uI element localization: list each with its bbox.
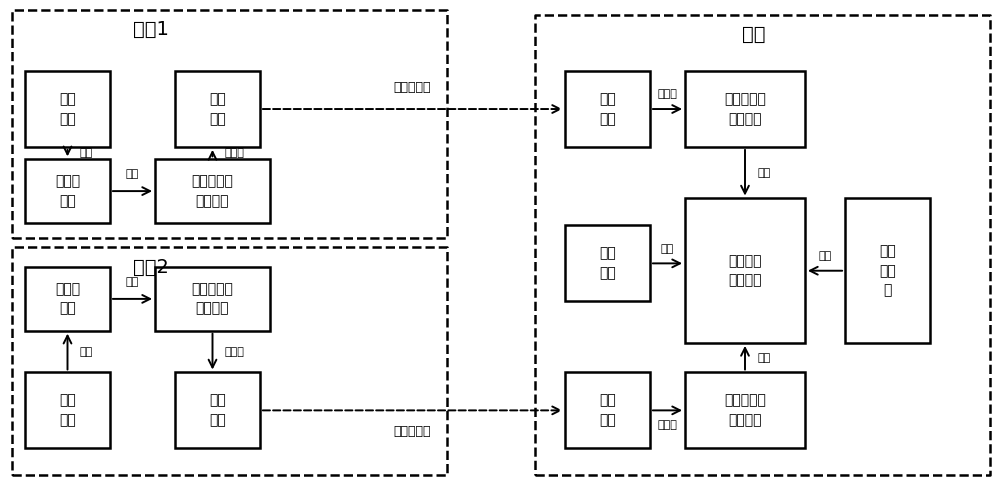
Text: 光信号: 光信号 [658, 420, 677, 430]
Text: 射频: 射频 [80, 148, 93, 158]
Text: 激光
终端: 激光 终端 [209, 393, 226, 427]
Bar [25, 71, 110, 147]
Text: 空间光信号: 空间光信号 [394, 81, 431, 94]
Text: 激光
终端: 激光 终端 [599, 393, 616, 427]
Text: 频率
基准
源: 频率 基准 源 [879, 244, 896, 297]
Text: 射频: 射频 [757, 353, 770, 363]
Text: 射频: 射频 [757, 168, 770, 178]
Text: 激光发射电
子学单机: 激光发射电 子学单机 [192, 174, 233, 208]
Bar [685, 71, 805, 147]
Bar [25, 267, 110, 331]
Text: 副星2: 副星2 [133, 258, 169, 276]
Text: 空间光信号: 空间光信号 [394, 425, 431, 438]
Bar [845, 198, 930, 343]
Text: 光信号: 光信号 [224, 346, 244, 357]
Bar [685, 372, 805, 448]
Text: 激光
终端: 激光 终端 [209, 92, 226, 126]
Text: 激光接收电
子学单机: 激光接收电 子学单机 [724, 393, 766, 427]
Text: 激光发射电
子学单机: 激光发射电 子学单机 [192, 282, 233, 316]
Bar [175, 71, 260, 147]
Bar [175, 372, 260, 448]
Bar [565, 71, 650, 147]
Text: 射频: 射频 [661, 244, 674, 254]
Text: 光信号: 光信号 [658, 89, 677, 99]
Bar [155, 267, 270, 331]
Text: 多通道数
字接收机: 多通道数 字接收机 [728, 254, 762, 288]
Text: 射频: 射频 [126, 277, 139, 287]
Text: 接收
阵列: 接收 阵列 [599, 246, 616, 280]
Text: 宽带合
成机: 宽带合 成机 [55, 282, 80, 316]
Bar [25, 159, 110, 223]
Bar [155, 159, 270, 223]
Bar [685, 198, 805, 343]
Text: 射频: 射频 [80, 346, 93, 357]
Text: 射频: 射频 [126, 169, 139, 179]
Text: 宽带合
成机: 宽带合 成机 [55, 174, 80, 208]
Text: 光信号: 光信号 [224, 148, 244, 158]
Text: 接收
阵列: 接收 阵列 [59, 393, 76, 427]
Bar [25, 372, 110, 448]
Text: 接收
阵列: 接收 阵列 [59, 92, 76, 126]
Text: 激光接收电
子学单机: 激光接收电 子学单机 [724, 92, 766, 126]
Text: 主星: 主星 [742, 25, 765, 44]
Bar [565, 225, 650, 301]
Text: 频率: 频率 [818, 251, 832, 261]
Text: 激光
终端: 激光 终端 [599, 92, 616, 126]
Text: 副星1: 副星1 [133, 20, 169, 39]
Bar [565, 372, 650, 448]
